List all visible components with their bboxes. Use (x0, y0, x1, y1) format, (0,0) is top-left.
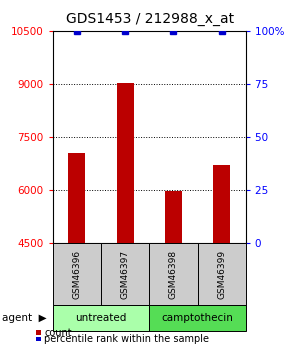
Text: GSM46397: GSM46397 (121, 250, 130, 299)
Text: camptothecin: camptothecin (162, 313, 234, 323)
Bar (68, 153, 85, 243)
Text: GSM46399: GSM46399 (217, 250, 226, 299)
Text: GSM46396: GSM46396 (72, 250, 81, 299)
Bar (165, 191, 182, 243)
Text: count: count (44, 328, 72, 337)
Bar (213, 165, 230, 243)
Text: agent  ▶: agent ▶ (2, 313, 46, 323)
Text: GDS1453 / 212988_x_at: GDS1453 / 212988_x_at (66, 12, 234, 26)
Text: untreated: untreated (75, 313, 127, 323)
Text: percentile rank within the sample: percentile rank within the sample (44, 334, 209, 344)
Bar (117, 83, 134, 243)
Text: GSM46398: GSM46398 (169, 250, 178, 299)
